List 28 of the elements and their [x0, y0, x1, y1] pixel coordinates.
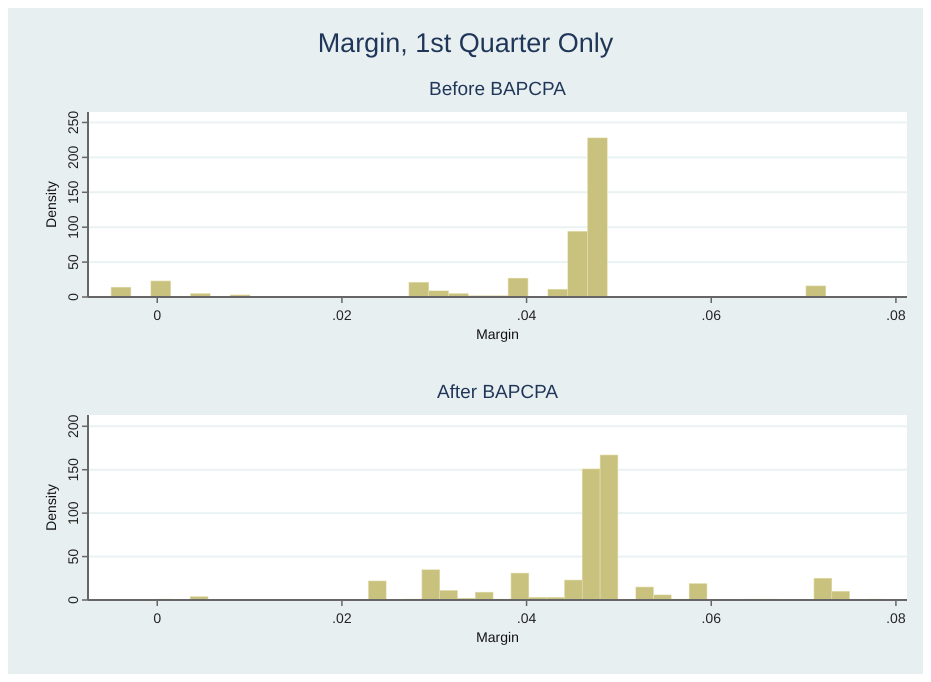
- y-tick-label: 200: [65, 414, 81, 438]
- x-tick-label: .02: [332, 610, 352, 626]
- y-tick-label: 0: [65, 596, 81, 604]
- y-axis-title: Density: [43, 484, 59, 531]
- y-tick-label: 100: [65, 501, 81, 525]
- x-tick-label: .04: [516, 610, 537, 626]
- y-tick-label: 50: [65, 548, 81, 564]
- y-tick-label: 0: [65, 292, 81, 301]
- x-axis-title: Margin: [476, 629, 519, 645]
- text: Margin, 1st Quarter Only: [318, 28, 614, 58]
- chart-title: After BAPCPA: [436, 382, 558, 403]
- x-tick-label: .08: [886, 307, 906, 323]
- y-tick-label: 50: [65, 254, 81, 270]
- x-axis-title: Margin: [476, 326, 519, 342]
- y-tick-label: 150: [65, 458, 81, 482]
- y-tick-label: 250: [65, 110, 81, 134]
- x-tick-label: .04: [516, 307, 537, 323]
- x-tick-label: .08: [886, 610, 906, 626]
- x-tick-label: 0: [153, 610, 162, 626]
- x-tick-label: .06: [702, 610, 722, 626]
- y-tick-label: 200: [65, 145, 81, 170]
- y-tick-label: 150: [65, 180, 81, 204]
- x-tick-label: 0: [153, 307, 162, 323]
- x-tick-label: .02: [332, 307, 352, 323]
- x-tick-label: .06: [702, 307, 722, 323]
- y-tick-label: 100: [65, 215, 81, 239]
- y-axis-title: Density: [43, 181, 59, 228]
- chart-title: Before BAPCPA: [429, 79, 566, 100]
